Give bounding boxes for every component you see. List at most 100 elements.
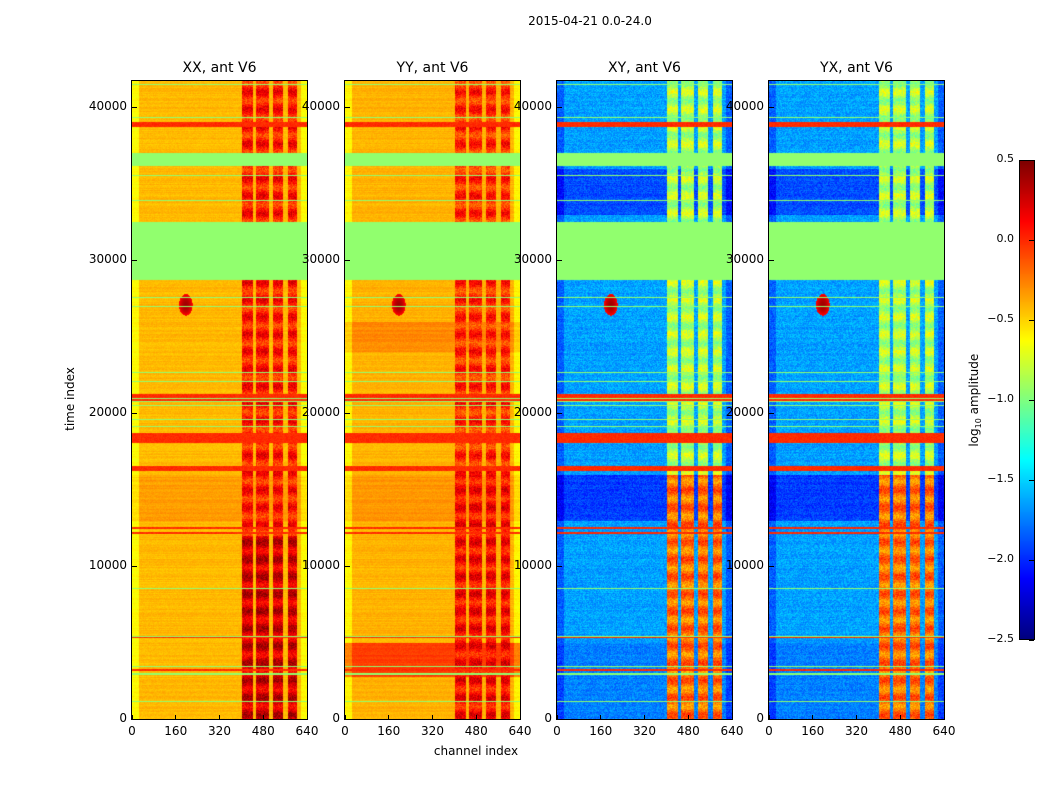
y-tick-label: 20000 xyxy=(725,405,764,419)
y-tick-label: 0 xyxy=(119,711,127,725)
colorbar-tick-mark xyxy=(1029,639,1034,641)
y-tick-label: 30000 xyxy=(301,252,340,266)
heatmap-panel-yy xyxy=(344,80,521,720)
x-tick-mark xyxy=(519,715,521,720)
heatmap-image xyxy=(769,81,944,719)
x-tick-label: 320 xyxy=(208,724,231,738)
heatmap-panel-yx xyxy=(768,80,945,720)
x-tick-label: 320 xyxy=(633,724,656,738)
panel-title: YX, ant V6 xyxy=(820,60,893,76)
y-tick-mark xyxy=(769,106,774,108)
x-tick-label: 640 xyxy=(295,724,319,738)
x-tick-mark xyxy=(856,715,857,720)
y-tick-label: 10000 xyxy=(513,558,552,572)
y-tick-label: 10000 xyxy=(88,558,127,572)
x-tick-label: 160 xyxy=(801,724,825,738)
x-tick-label: 0 xyxy=(128,724,136,738)
figure-title: 2015-04-21 0.0-24.0 xyxy=(528,14,652,28)
x-tick-mark xyxy=(388,715,390,720)
heatmap-image xyxy=(557,81,732,719)
x-tick-label: 640 xyxy=(932,724,956,738)
x-tick-label: 640 xyxy=(720,724,744,738)
colorbar-tick-label: −2.0 xyxy=(987,552,1014,565)
x-tick-mark xyxy=(644,715,645,720)
y-tick-mark xyxy=(132,106,137,108)
heatmap-panel-xy xyxy=(556,80,733,720)
y-tick-label: 40000 xyxy=(88,99,127,113)
panel-title: XX, ant V6 xyxy=(182,60,257,76)
y-tick-label: 30000 xyxy=(88,252,127,266)
y-tick-label: 20000 xyxy=(301,405,340,419)
y-tick-mark xyxy=(345,106,350,108)
y-tick-mark xyxy=(557,412,562,414)
x-tick-mark xyxy=(219,715,220,720)
x-tick-mark xyxy=(344,715,346,720)
y-tick-mark xyxy=(769,412,774,414)
x-tick-mark xyxy=(556,715,558,720)
panel-title: YY, ant V6 xyxy=(396,60,469,76)
y-tick-label: 10000 xyxy=(301,558,340,572)
heatmap-image xyxy=(132,81,307,719)
y-tick-label: 30000 xyxy=(513,252,552,266)
y-tick-mark xyxy=(557,565,562,567)
heatmap-panel-xx xyxy=(131,80,308,720)
x-tick-label: 480 xyxy=(888,724,912,738)
y-tick-mark xyxy=(345,412,350,414)
colorbar-tick-mark xyxy=(1029,319,1034,321)
y-tick-label: 30000 xyxy=(725,252,764,266)
y-tick-label: 0 xyxy=(332,711,340,725)
x-tick-label: 0 xyxy=(553,724,561,738)
colorbar-tick-mark xyxy=(1029,479,1034,481)
y-tick-label: 40000 xyxy=(513,99,552,113)
y-tick-mark xyxy=(769,259,774,261)
x-tick-label: 0 xyxy=(341,724,349,738)
y-tick-mark xyxy=(557,106,562,108)
y-tick-mark xyxy=(132,259,137,261)
colorbar-tick-label: −2.5 xyxy=(987,632,1014,645)
y-tick-label: 40000 xyxy=(725,99,764,113)
colorbar-tick-label: 0.0 xyxy=(996,232,1015,245)
x-tick-label: 480 xyxy=(676,724,700,738)
y-tick-label: 20000 xyxy=(88,405,127,419)
x-tick-label: 640 xyxy=(508,724,532,738)
colorbar-gradient xyxy=(1020,161,1034,639)
colorbar xyxy=(1019,160,1035,640)
colorbar-tick-label: 0.5 xyxy=(996,152,1015,165)
colorbar-tick-label: −0.5 xyxy=(987,312,1014,325)
x-tick-mark xyxy=(131,715,133,720)
x-tick-label: 160 xyxy=(164,724,188,738)
y-tick-mark xyxy=(345,259,350,261)
x-tick-mark xyxy=(943,715,945,720)
y-tick-label: 10000 xyxy=(725,558,764,572)
x-tick-mark xyxy=(600,715,602,720)
x-tick-mark xyxy=(262,715,264,720)
x-tick-mark xyxy=(768,715,770,720)
colorbar-tick-mark xyxy=(1029,399,1034,401)
heatmap-image xyxy=(345,81,520,719)
panel-title: XY, ant V6 xyxy=(608,60,681,76)
colorbar-tick-mark xyxy=(1029,559,1034,561)
y-tick-mark xyxy=(132,565,137,567)
colorbar-tick-label: −1.5 xyxy=(987,472,1014,485)
y-tick-mark xyxy=(557,718,562,720)
x-tick-mark xyxy=(175,715,177,720)
x-tick-label: 320 xyxy=(421,724,444,738)
y-axis-label: time index xyxy=(63,367,77,431)
colorbar-tick-mark xyxy=(1029,239,1034,241)
y-tick-mark xyxy=(345,565,350,567)
x-tick-label: 160 xyxy=(589,724,613,738)
x-tick-mark xyxy=(812,715,814,720)
x-axis-label: channel index xyxy=(433,744,519,758)
x-tick-label: 160 xyxy=(377,724,401,738)
y-tick-label: 40000 xyxy=(301,99,340,113)
y-tick-label: 0 xyxy=(756,711,764,725)
y-tick-mark xyxy=(345,718,350,720)
x-tick-label: 480 xyxy=(251,724,275,738)
y-tick-mark xyxy=(769,718,774,720)
x-tick-mark xyxy=(432,715,433,720)
y-tick-label: 20000 xyxy=(513,405,552,419)
colorbar-tick-mark xyxy=(1029,159,1034,161)
y-tick-mark xyxy=(132,718,137,720)
x-tick-mark xyxy=(899,715,901,720)
